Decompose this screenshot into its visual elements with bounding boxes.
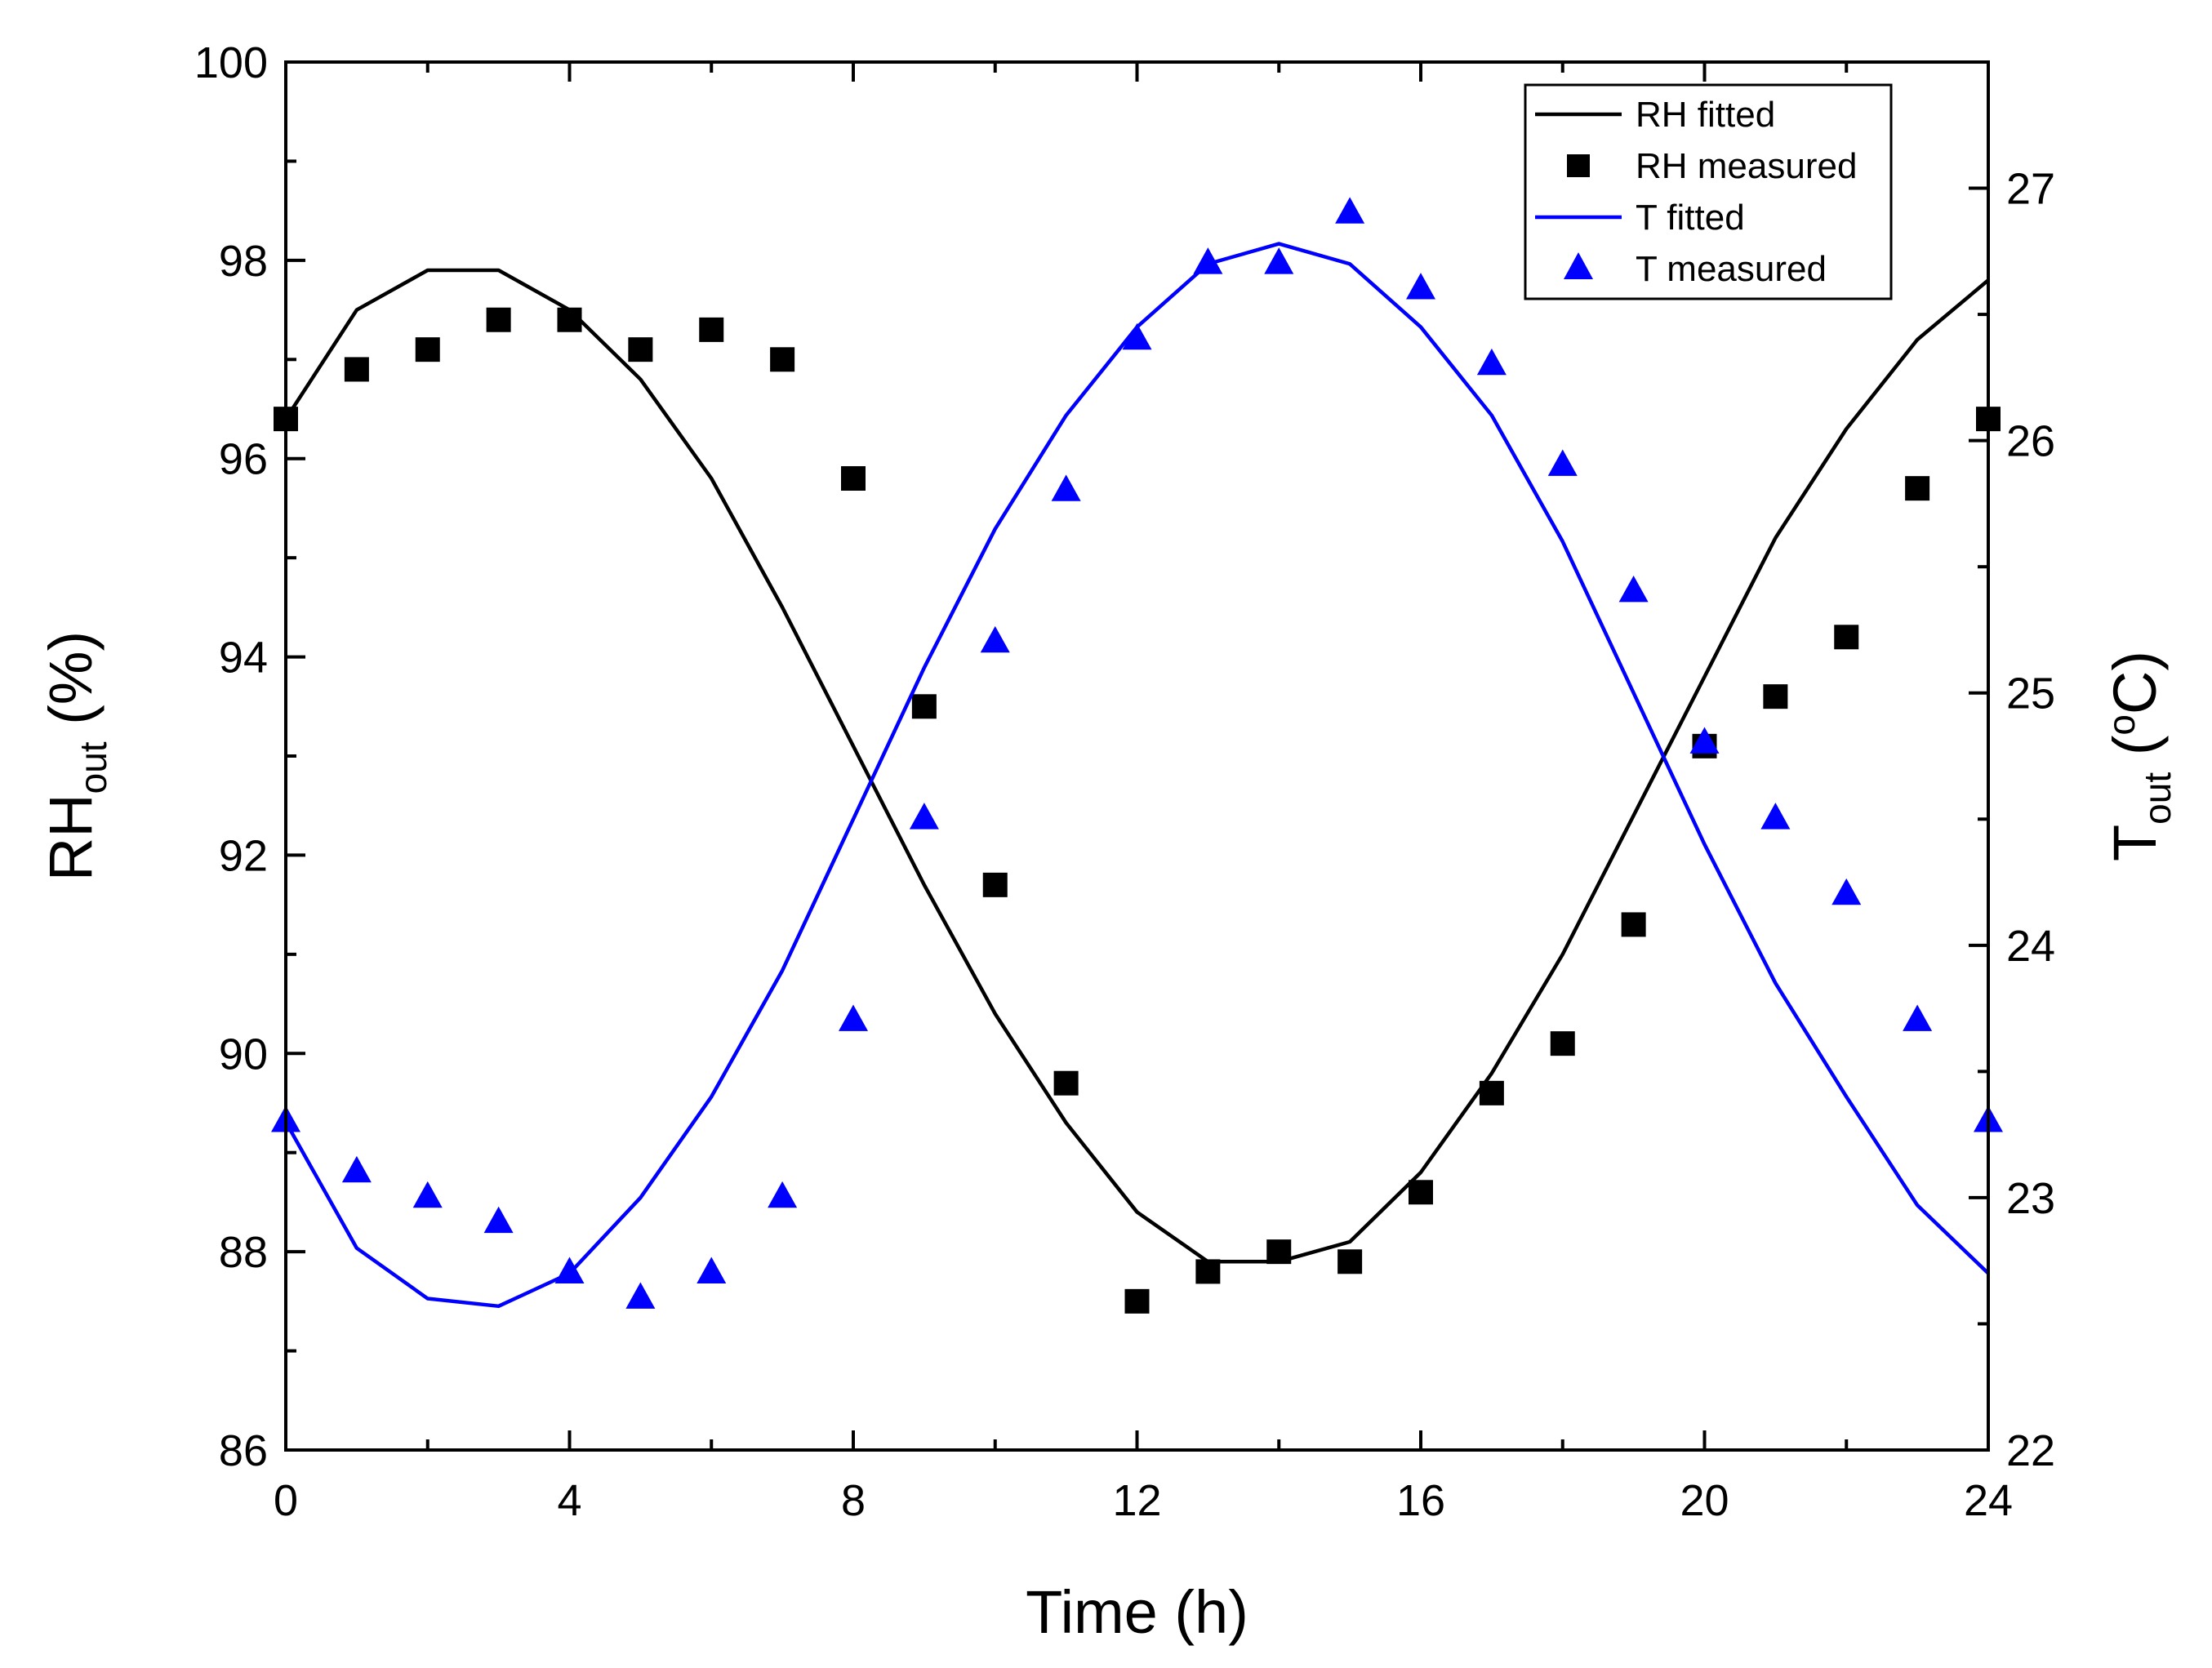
y-left-tick-label: 88: [219, 1228, 268, 1277]
point-t-measured: [341, 1155, 372, 1183]
point-t-measured: [1689, 727, 1720, 754]
y-right-tick-label: 25: [2006, 669, 2055, 718]
point-rh-measured: [1550, 1031, 1575, 1056]
point-t-measured: [625, 1282, 656, 1309]
point-rh-measured: [557, 307, 582, 332]
point-t-measured: [1122, 322, 1152, 350]
y-right-tick-label: 23: [2006, 1174, 2055, 1223]
point-rh-measured: [770, 347, 795, 372]
legend-swatch-t-measured: [1564, 252, 1593, 279]
x-tick-label: 0: [274, 1476, 298, 1525]
point-t-measured: [1335, 197, 1365, 224]
point-rh-measured: [1905, 476, 1930, 501]
y-axis-right-title: Tout (oC): [2100, 651, 2179, 861]
point-rh-measured: [486, 307, 511, 332]
y-left-tick-label: 92: [219, 831, 268, 880]
legend-label-rh-fitted: RH fitted: [1636, 95, 1775, 135]
point-rh-measured: [415, 337, 440, 363]
point-rh-measured: [911, 694, 937, 719]
x-tick-label: 16: [1396, 1476, 1445, 1525]
y-right-title-sup: o: [2100, 714, 2143, 736]
point-t-measured: [980, 625, 1010, 653]
y-left-tick-label: 98: [219, 237, 268, 286]
point-t-measured: [697, 1257, 727, 1283]
point-t-measured: [412, 1181, 443, 1208]
y-right-title-main: T: [2101, 825, 2169, 861]
point-rh-measured: [1409, 1180, 1433, 1205]
y-left-tick-label: 100: [194, 38, 268, 87]
y-right-title-unit-close: C): [2101, 651, 2169, 714]
point-rh-measured: [1053, 1070, 1079, 1096]
legend-label-t-measured: T measured: [1636, 249, 1827, 289]
point-rh-measured: [1266, 1239, 1292, 1265]
point-t-measured: [1618, 576, 1649, 603]
point-rh-measured: [1479, 1080, 1504, 1105]
point-rh-measured: [1124, 1288, 1150, 1314]
x-tick-label: 4: [557, 1476, 581, 1525]
y-right-tick-label: 27: [2006, 165, 2055, 214]
x-axis-title: Time (h): [1026, 1578, 1248, 1646]
series-layer: [271, 197, 2003, 1314]
point-t-measured: [1547, 449, 1578, 476]
point-t-measured: [554, 1257, 585, 1283]
legend: RH fitted RH measured T fitted T measured: [1524, 83, 1893, 300]
x-tick-label: 12: [1112, 1476, 1161, 1525]
point-t-measured: [483, 1206, 514, 1234]
point-rh-measured: [982, 872, 1008, 897]
y-right-tick-label: 22: [2006, 1426, 2055, 1475]
point-rh-measured: [1763, 684, 1788, 709]
point-t-measured: [768, 1181, 798, 1208]
point-rh-measured: [1337, 1249, 1363, 1274]
point-t-measured: [1903, 1004, 1933, 1031]
point-rh-measured: [628, 337, 653, 363]
y-left-tick-label: 96: [219, 435, 268, 484]
y-axis-left-title: RHout (%): [37, 631, 114, 882]
point-rh-measured: [1834, 625, 1859, 650]
series-t-measured: [271, 197, 2003, 1309]
axis-layer: 0 4 8 12 16 20 24 86 88 90 92 94 96 98 100 22 23 24 25 26 27: [194, 38, 2055, 1525]
point-rh-measured: [699, 317, 724, 342]
y-left-title-main: RH: [37, 794, 105, 881]
point-t-measured: [1051, 474, 1081, 501]
point-t-measured: [1760, 803, 1791, 830]
y-left-title-sub: out: [72, 741, 114, 794]
point-t-measured: [909, 803, 939, 830]
point-rh-measured: [1195, 1259, 1221, 1284]
legend-label-t-fitted: T fitted: [1636, 198, 1745, 238]
y-right-title-sub: out: [2136, 772, 2179, 825]
y-right-tick-label: 24: [2006, 922, 2055, 971]
y-left-tick-label: 86: [219, 1426, 268, 1475]
point-t-measured: [1193, 247, 1223, 274]
point-t-measured: [839, 1004, 868, 1031]
y-left-tick-label: 90: [219, 1030, 268, 1079]
point-rh-measured: [1621, 912, 1646, 937]
point-t-measured: [1264, 247, 1294, 274]
y-right-tick-label: 26: [2006, 417, 2055, 466]
y-right-title-unit-open: (: [2101, 735, 2169, 772]
x-tick-label: 24: [1964, 1476, 2013, 1525]
point-t-measured: [1406, 273, 1435, 300]
x-tick-label: 20: [1680, 1476, 1729, 1525]
point-rh-measured: [841, 466, 866, 491]
legend-swatch-rh-measured: [1567, 154, 1590, 177]
point-rh-measured: [344, 357, 369, 382]
legend-label-rh-measured: RH measured: [1636, 146, 1857, 186]
point-t-measured: [1831, 878, 1862, 905]
point-t-measured: [1476, 348, 1507, 376]
legend-box: [1524, 83, 1893, 300]
y-left-tick-label: 94: [219, 634, 268, 683]
y-left-title-unit: (%): [37, 631, 105, 742]
x-tick-label: 8: [841, 1476, 866, 1525]
